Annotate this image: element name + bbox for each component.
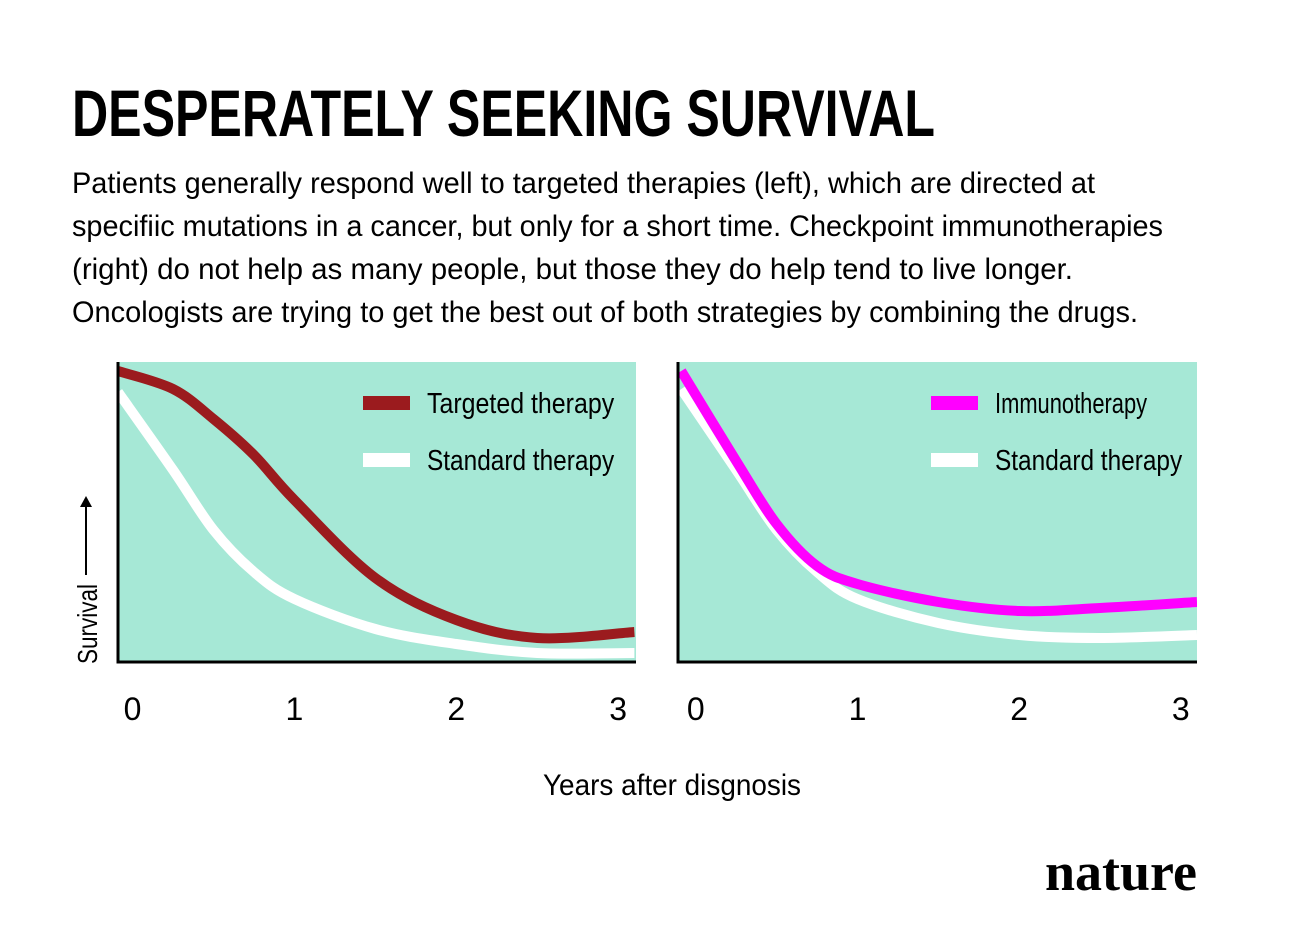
series-line xyxy=(118,389,635,659)
x-tick-label: 3 xyxy=(609,691,627,727)
legend-label: Targeted therapy xyxy=(427,388,615,420)
x-tick-label: 2 xyxy=(1010,691,1028,727)
logo: nature xyxy=(1045,842,1197,902)
title: DESPERATELY SEEKING SURVIVAL xyxy=(72,76,935,150)
series-line xyxy=(118,366,635,644)
legend-label: Standard therapy xyxy=(427,445,615,477)
x-tick-label: 1 xyxy=(849,691,867,727)
subtitle-line: Oncologists are trying to get the best o… xyxy=(72,296,1138,329)
subtitle-line: (right) do not help as many people, but … xyxy=(72,253,1073,286)
x-tick-label: 2 xyxy=(447,691,465,727)
x-tick-label: 3 xyxy=(1172,691,1190,727)
subtitle-line: specifiic mutations in a cancer, but onl… xyxy=(72,210,1163,243)
y-axis-label: Survival xyxy=(72,584,103,664)
legend-label: Standard therapy xyxy=(995,445,1183,477)
x-tick-label: 0 xyxy=(687,691,705,727)
x-tick-label: 1 xyxy=(286,691,304,727)
y-arrow-head xyxy=(80,496,92,507)
legend-label: Immunotherapy xyxy=(995,388,1147,420)
series-line xyxy=(678,368,1197,617)
x-tick-label: 0 xyxy=(124,691,142,727)
x-axis-label: Years after disgnosis xyxy=(543,769,801,802)
subtitle-line: Patients generally respond well to targe… xyxy=(72,167,1096,200)
